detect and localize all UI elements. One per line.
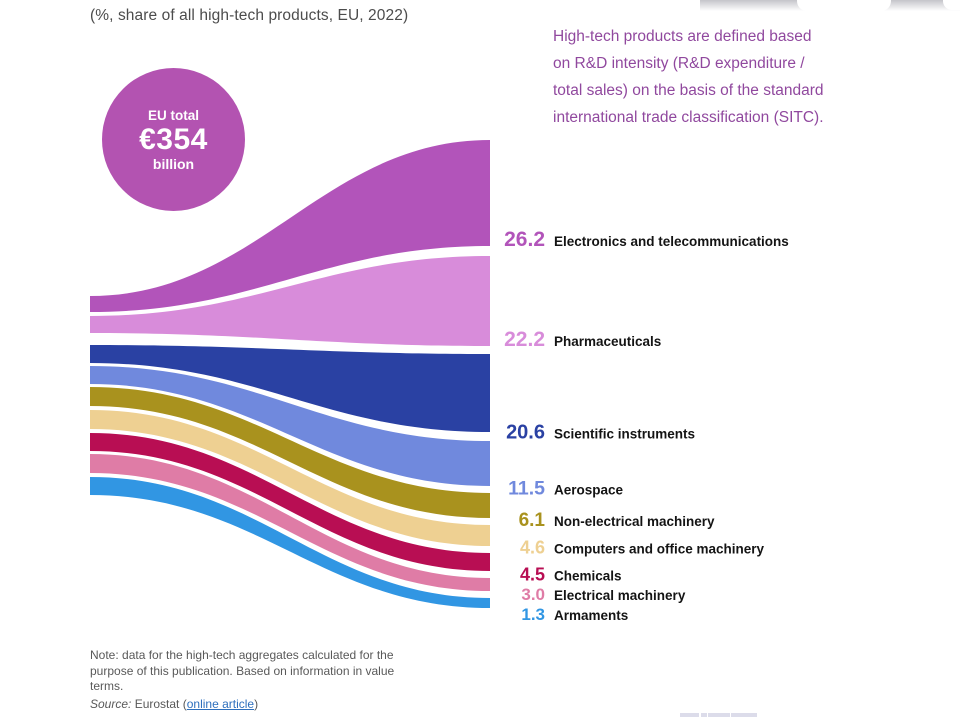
toolbar-notch (797, 0, 891, 11)
online-article-link[interactable]: online article (186, 697, 255, 711)
ribbon-computers-and-office-machinery (90, 410, 490, 546)
source-suffix: ) (254, 697, 259, 711)
toolbar-notch (943, 0, 960, 10)
definition-line: international trade classification (SITC… (553, 109, 824, 126)
cropped-toolbar-shadow-artifact (700, 0, 960, 11)
eu-total-label: EU total (147, 107, 199, 123)
definition-text: High-tech products are defined based on … (553, 23, 893, 131)
source-label: Source: (90, 697, 132, 711)
cropped-button (708, 713, 730, 717)
eu-total-value: €354 (139, 122, 208, 156)
eu-total-badge: EU total €354 billion (102, 68, 245, 211)
ribbon-aerospace (90, 366, 490, 486)
source-line: Source: Eurostat (online article) (90, 697, 258, 711)
ribbon-electrical-machinery (90, 454, 490, 591)
ribbon-chemicals (90, 433, 490, 571)
ribbon-armaments (90, 477, 490, 608)
ribbon-pharmaceuticals (90, 256, 490, 346)
eu-total-unit: billion (152, 155, 195, 172)
cropped-button (731, 713, 757, 717)
source-body: Eurostat ( (131, 697, 187, 711)
note-line: Note: data for the high-tech aggregates … (90, 648, 394, 662)
cropped-button (680, 713, 699, 717)
note-line: terms. (90, 679, 124, 693)
ribbon-non-electrical-machinery (90, 387, 490, 518)
definition-line: High-tech products are defined based (553, 28, 812, 45)
definition-line: on R&D intensity (R&D expenditure / (553, 55, 805, 72)
ribbon-electronics-and-telecommunications (90, 140, 490, 312)
note-line: purpose of this publication. Based on in… (90, 663, 395, 678)
ribbon-scientific-instruments (90, 345, 490, 432)
note-text: Note: data for the high-tech aggregates … (90, 648, 440, 695)
cropped-button (701, 713, 707, 717)
chart-subtitle: (%, share of all high-tech products, EU,… (90, 7, 409, 24)
cropped-ui-artifact (0, 712, 960, 717)
definition-line: total sales) on the basis of the standar… (553, 82, 824, 99)
